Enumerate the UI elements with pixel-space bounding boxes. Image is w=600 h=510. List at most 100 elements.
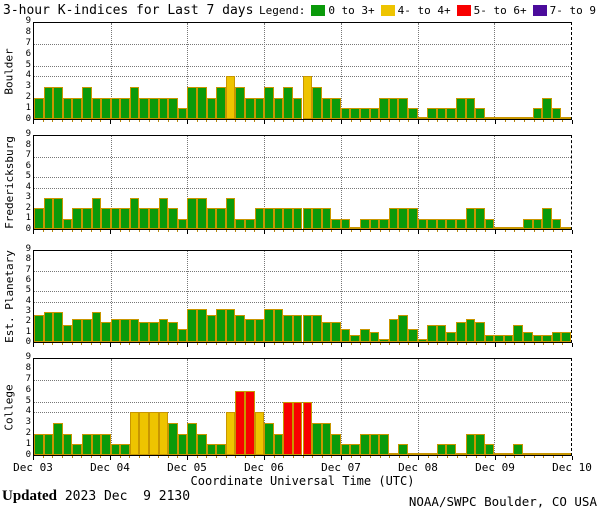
three-hour-tick — [71, 456, 73, 458]
k-bar — [302, 314, 313, 342]
k-bar — [398, 97, 408, 119]
three-hour-tick — [196, 456, 198, 458]
three-hour-tick — [302, 456, 304, 458]
three-hour-tick — [235, 343, 237, 345]
legend-item: 4- to 4+ — [380, 4, 451, 17]
three-hour-tick — [312, 230, 314, 232]
three-hour-tick — [225, 230, 227, 232]
threshold-gridline — [34, 271, 571, 273]
k-bar — [379, 433, 389, 455]
k-bar — [120, 97, 130, 119]
k-bar — [475, 321, 485, 342]
three-hour-tick — [312, 120, 314, 122]
k-bar — [264, 87, 274, 119]
station-label: College — [1, 358, 17, 456]
three-hour-tick — [437, 456, 439, 458]
k-bar — [129, 412, 140, 455]
k-bar — [110, 444, 121, 455]
three-hour-tick — [81, 120, 83, 122]
x-tick-label: Dec 07 — [321, 461, 361, 474]
k-bar — [436, 324, 447, 342]
axis-ticks — [33, 120, 573, 125]
three-hour-tick — [292, 343, 294, 345]
three-hour-tick — [215, 456, 217, 458]
three-hour-tick — [485, 343, 487, 345]
three-hour-tick — [466, 120, 468, 122]
day-gridline — [417, 136, 419, 229]
day-tick — [572, 120, 573, 124]
k-bar — [417, 218, 428, 229]
three-hour-tick — [552, 230, 554, 232]
three-hour-tick — [350, 120, 352, 122]
legend-item-label: 5- to 6+ — [473, 4, 527, 17]
three-hour-tick — [523, 120, 525, 122]
day-tick — [264, 230, 265, 234]
three-hour-tick — [533, 230, 535, 232]
three-hour-tick — [552, 456, 554, 458]
k-bar — [340, 328, 351, 342]
three-hour-tick — [523, 456, 525, 458]
three-hour-tick — [514, 230, 516, 232]
three-hour-tick — [466, 456, 468, 458]
k-bar — [350, 227, 361, 229]
day-tick — [341, 343, 342, 347]
three-hour-tick — [148, 456, 150, 458]
k-bar — [455, 453, 466, 455]
three-hour-tick — [148, 343, 150, 345]
three-hour-tick — [369, 230, 371, 232]
k-bar — [417, 338, 428, 342]
k-bar — [551, 331, 562, 342]
three-hour-tick — [321, 456, 323, 458]
k-bar — [283, 87, 293, 119]
k-bar — [244, 218, 255, 229]
k-bar — [340, 444, 351, 455]
three-hour-tick — [90, 343, 92, 345]
k-bar — [340, 218, 351, 229]
k-bar — [407, 453, 418, 455]
k-bar — [513, 117, 524, 119]
k-bar — [398, 314, 408, 342]
three-hour-tick — [523, 343, 525, 345]
k-bar — [542, 334, 552, 342]
three-hour-tick — [514, 343, 516, 345]
three-hour-tick — [158, 120, 160, 122]
k-bar — [235, 314, 245, 342]
three-hour-tick — [61, 120, 63, 122]
three-hour-tick — [71, 230, 73, 232]
day-tick — [418, 230, 419, 234]
k-bar — [523, 331, 533, 342]
y-tick-label: 9 — [25, 244, 31, 254]
k-bar — [235, 87, 245, 119]
three-hour-tick — [446, 230, 448, 232]
k-bar — [254, 208, 265, 229]
day-gridline — [340, 136, 342, 229]
x-tick-label: Dec 04 — [90, 461, 130, 474]
k-bar — [427, 453, 437, 455]
three-hour-tick — [42, 456, 44, 458]
k-bar — [62, 324, 73, 342]
three-hour-tick — [177, 120, 179, 122]
three-hour-tick — [504, 230, 506, 232]
k-bar — [225, 308, 236, 342]
three-hour-tick — [90, 230, 92, 232]
k-bar — [542, 97, 552, 119]
k-bar — [91, 433, 102, 455]
k-bar — [34, 208, 44, 229]
three-hour-tick — [235, 456, 237, 458]
legend-item-label: 4- to 4+ — [397, 4, 451, 17]
day-gridline — [110, 359, 112, 455]
legend-item: 5- to 6+ — [456, 4, 527, 17]
k-bar — [484, 117, 495, 119]
k-bar — [494, 453, 504, 455]
k-bar — [388, 97, 399, 119]
y-tick-label: 5 — [25, 285, 31, 296]
day-tick — [495, 343, 496, 347]
three-hour-tick — [206, 456, 208, 458]
k-bar — [484, 444, 495, 455]
y-tick-label: 6 — [25, 384, 31, 395]
three-hour-tick — [196, 343, 198, 345]
three-hour-tick — [215, 120, 217, 122]
three-hour-tick — [552, 343, 554, 345]
three-hour-tick — [533, 120, 535, 122]
three-hour-tick — [485, 456, 487, 458]
